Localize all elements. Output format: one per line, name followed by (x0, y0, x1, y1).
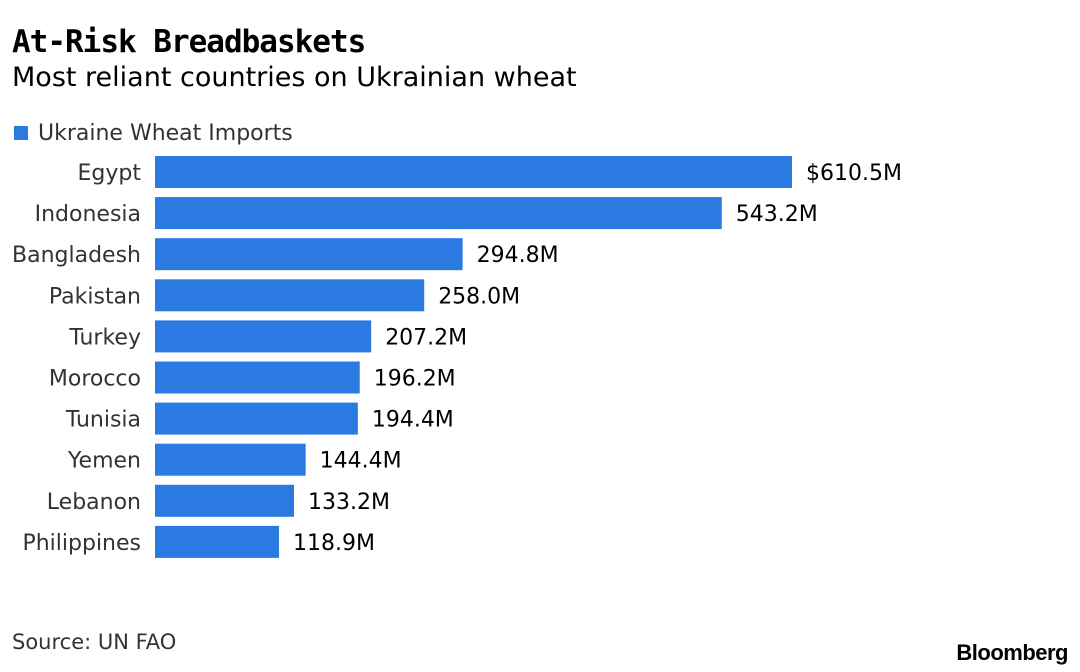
value-label: 207.2M (385, 325, 467, 350)
category-label: Morocco (49, 367, 141, 392)
value-label: 194.4M (372, 408, 454, 433)
category-label: Yemen (67, 449, 141, 474)
bar-chart: Egypt $610.5M Indonesia 543.2M Bangladesh 294… (12, 156, 902, 558)
category-label: Indonesia (35, 202, 141, 227)
value-label: 294.8M (477, 243, 559, 268)
bar (155, 279, 425, 312)
category-label: Pakistan (49, 284, 141, 309)
bar (155, 525, 280, 558)
source-note: Source: UN FAO (12, 630, 177, 654)
value-label: 118.9M (293, 531, 375, 556)
category-label: Tunisia (65, 408, 141, 433)
bar (155, 484, 294, 517)
category-label: Lebanon (47, 490, 141, 515)
bar (155, 443, 306, 476)
category-label: Turkey (68, 325, 141, 350)
value-label: 543.2M (736, 202, 818, 227)
brand-logo: Bloomberg (956, 640, 1068, 665)
bar (155, 320, 372, 353)
bar (155, 238, 463, 271)
category-label: Egypt (78, 161, 142, 186)
value-label: 196.2M (374, 367, 456, 392)
value-label: $610.5M (806, 161, 902, 186)
bar (155, 156, 792, 188)
category-label: Bangladesh (12, 243, 141, 268)
bar (155, 197, 722, 230)
legend: Ukraine Wheat Imports (14, 118, 293, 148)
bar (155, 361, 360, 394)
chart-subtitle: Most reliant countries on Ukrainian whea… (12, 62, 577, 93)
legend-swatch (14, 126, 28, 140)
bar (155, 402, 358, 435)
value-label: 144.4M (320, 449, 402, 474)
chart-title: At-Risk Breadbaskets (12, 24, 366, 60)
value-label: 133.2M (308, 490, 390, 515)
category-label: Philippines (22, 531, 141, 556)
legend-label: Ukraine Wheat Imports (38, 120, 293, 146)
value-label: 258.0M (438, 284, 520, 309)
